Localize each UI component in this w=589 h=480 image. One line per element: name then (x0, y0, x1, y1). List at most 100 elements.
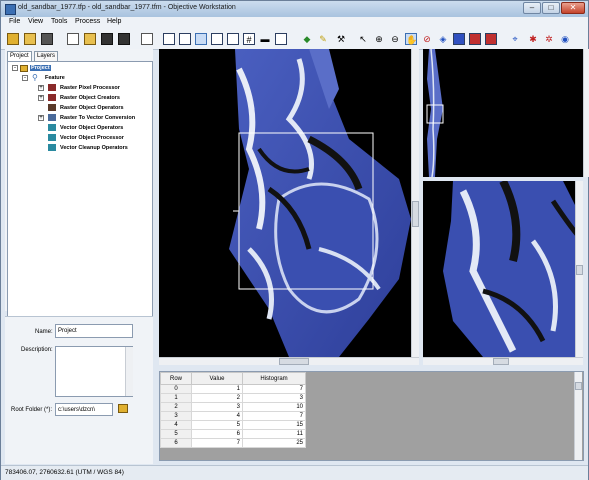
menu-tools[interactable]: Tools (51, 18, 68, 25)
column-header-row[interactable]: Row (160, 372, 192, 385)
table-row[interactable]: 5 6 11 (160, 429, 306, 439)
value-cell[interactable]: 3 (191, 402, 243, 412)
histogram-cell[interactable]: 7 (242, 384, 306, 394)
tool-b-icon[interactable]: ◈ (439, 34, 447, 44)
zoom-horizontal-scrollbar[interactable] (423, 357, 583, 365)
zoom-out-icon[interactable]: ⊖ (391, 34, 399, 44)
pointer-icon[interactable]: ↖ (359, 34, 367, 44)
tree-item[interactable]: Raster To Vector Conversion (60, 115, 136, 121)
menu-process[interactable]: Process (75, 18, 101, 25)
maximize-button[interactable]: □ (542, 2, 560, 14)
tool-d-icon[interactable] (469, 33, 481, 45)
value-cell[interactable]: 7 (191, 438, 243, 448)
tree-item[interactable]: Raster Object Creators (60, 95, 120, 101)
tree-root[interactable]: Project (30, 65, 51, 71)
image-view-icon[interactable] (275, 33, 287, 45)
overview-view[interactable] (423, 49, 583, 177)
overview-scrollbar[interactable] (583, 49, 589, 177)
histogram-cell[interactable]: 15 (242, 420, 306, 430)
quad-view-icon[interactable] (211, 33, 223, 45)
menu-bar: File View Tools Process Help (1, 17, 588, 29)
tree-feature[interactable]: Feature (45, 75, 65, 81)
scroll-thumb[interactable] (575, 382, 582, 390)
main-horizontal-scrollbar[interactable] (159, 357, 419, 365)
histogram-cell[interactable]: 3 (242, 393, 306, 403)
split-view-icon[interactable] (179, 33, 191, 45)
collapse-toggle[interactable]: - (12, 65, 18, 71)
histogram-cell[interactable]: 25 (242, 438, 306, 448)
column-header-histogram[interactable]: Histogram (242, 372, 306, 385)
tool-g-icon[interactable]: ✲ (545, 34, 553, 44)
tree-item[interactable]: Raster Pixel Processor (60, 85, 120, 91)
value-cell[interactable]: 4 (191, 411, 243, 421)
tool-a-icon[interactable]: ◆ (303, 34, 311, 44)
raster-icon (48, 104, 56, 111)
value-cell[interactable]: 2 (191, 393, 243, 403)
tree-item[interactable]: Vector Object Processor (60, 135, 124, 141)
value-cell[interactable]: 1 (191, 384, 243, 394)
table-row[interactable]: 4 5 15 (160, 420, 306, 430)
triple-view-icon[interactable] (195, 33, 207, 45)
grid-view-icon[interactable]: # (243, 33, 255, 45)
zoom-in-icon[interactable]: ⊕ (375, 34, 383, 44)
tool-f-icon[interactable]: ✱ (529, 34, 537, 44)
single-view-icon[interactable] (163, 33, 175, 45)
no-icon[interactable]: ⊘ (423, 34, 431, 44)
value-cell[interactable]: 6 (191, 429, 243, 439)
save-all-icon[interactable] (118, 33, 130, 45)
pan-tool-icon[interactable]: ✋ (405, 33, 418, 45)
tree-item[interactable]: Vector Object Operators (60, 125, 124, 131)
save-file-icon[interactable] (101, 33, 113, 45)
tool-h-icon[interactable]: ◉ (561, 34, 569, 44)
main-image-view[interactable] (159, 49, 411, 357)
expand-toggle[interactable]: + (38, 95, 44, 101)
page-icon[interactable] (141, 33, 153, 45)
table-view-icon[interactable] (227, 33, 239, 45)
main-vertical-scrollbar[interactable] (411, 49, 419, 357)
menu-view[interactable]: View (28, 18, 44, 25)
select-region-icon[interactable]: ⌖ (512, 34, 518, 44)
menu-file[interactable]: File (9, 18, 21, 25)
scroll-thumb[interactable] (279, 358, 309, 365)
minimize-button[interactable]: – (523, 2, 541, 14)
raster-icon (48, 94, 56, 101)
value-cell[interactable]: 5 (191, 420, 243, 430)
table-row[interactable]: 2 3 10 (160, 402, 306, 412)
collapse-toggle[interactable]: - (22, 75, 28, 81)
new-file-icon[interactable] (67, 33, 79, 45)
description-field[interactable] (55, 346, 133, 397)
name-field[interactable]: Project (55, 324, 133, 338)
line-tool-icon[interactable]: ▬ (260, 34, 270, 44)
tree-item[interactable]: Raster Object Operators (60, 105, 124, 111)
menu-help[interactable]: Help (107, 18, 122, 25)
root-folder-field[interactable]: c:\users\dzcn\ (55, 403, 113, 416)
table-scrollbar[interactable] (574, 372, 582, 460)
zoom-view[interactable] (423, 181, 583, 357)
tree-item[interactable]: Vector Cleanup Operators (60, 145, 128, 151)
hammer-icon[interactable]: ⚒ (336, 34, 346, 44)
histogram-cell[interactable]: 10 (242, 402, 306, 412)
column-header-value[interactable]: Value (191, 372, 243, 385)
scroll-thumb[interactable] (493, 358, 509, 365)
pencil-icon[interactable]: ✎ (319, 34, 327, 44)
table-row[interactable]: 6 7 25 (160, 438, 306, 448)
tool-e-icon[interactable] (485, 33, 497, 45)
close-button[interactable]: ✕ (561, 2, 585, 14)
browse-folder-icon[interactable] (118, 404, 128, 413)
description-scrollbar[interactable] (125, 347, 133, 396)
histogram-cell[interactable]: 11 (242, 429, 306, 439)
histogram-cell[interactable]: 7 (242, 411, 306, 421)
zoom-vertical-scrollbar[interactable] (575, 181, 583, 357)
open-project-icon[interactable] (24, 33, 36, 45)
scroll-thumb[interactable] (412, 201, 419, 227)
scroll-thumb[interactable] (576, 265, 583, 275)
open-file-icon[interactable] (84, 33, 96, 45)
expand-toggle[interactable]: + (38, 85, 44, 91)
new-project-icon[interactable] (7, 33, 19, 45)
tool-c-icon[interactable] (453, 33, 465, 45)
save-project-icon[interactable] (41, 33, 53, 45)
expand-toggle[interactable]: + (38, 115, 44, 121)
